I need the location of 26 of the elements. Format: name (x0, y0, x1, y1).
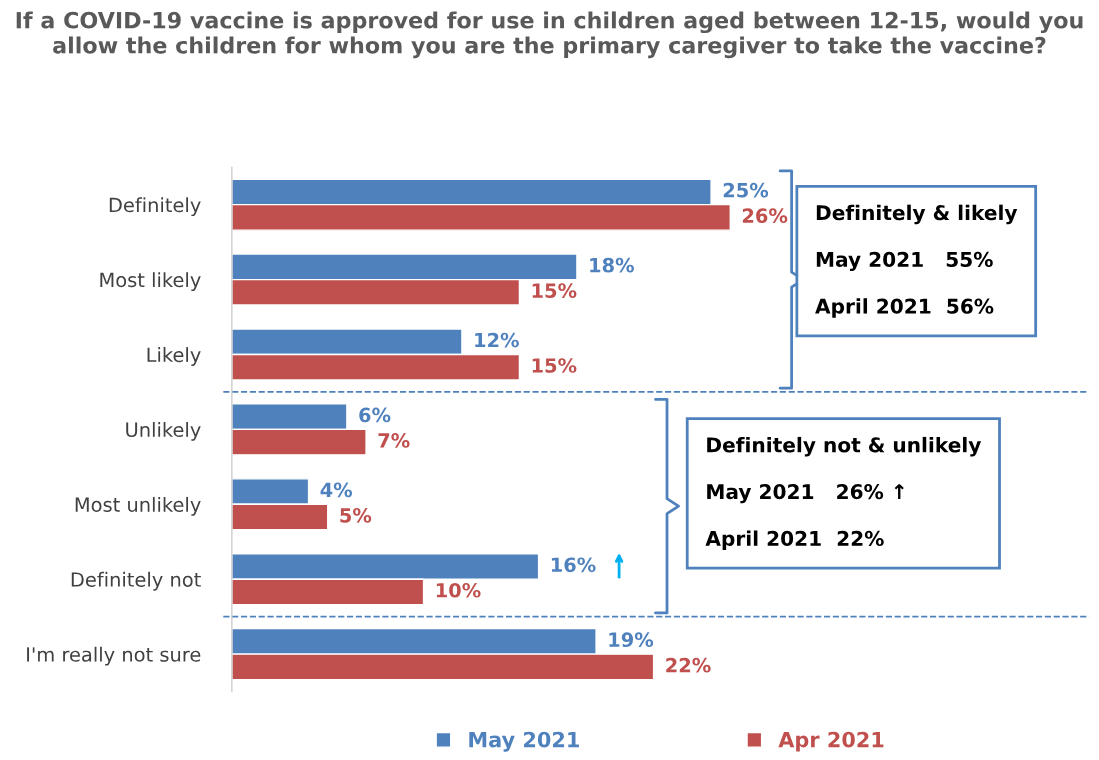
data-label: 26% (742, 208, 788, 224)
y-tick-label: Most likely (100, 272, 201, 291)
data-label: 6% (359, 407, 391, 423)
data-label: 18% (590, 257, 634, 273)
data-label: 5% (340, 507, 372, 523)
data-label: 12% (475, 332, 519, 348)
text: Definitely & likely May 2021 55% April 2021 56% (815, 204, 1018, 318)
legend-label: May 2021 (469, 731, 579, 752)
y-tick-label: Most unlikely (75, 496, 201, 516)
data-label: 22% (666, 657, 711, 673)
y-tick-label: Definitely (109, 197, 201, 217)
chart-title: If a COVID-19 vaccine is approved for use in children aged between 12-15, would you allow the children for whom you are the primary caregiver to take the vaccine? (16, 11, 1083, 59)
data-label: 19% (609, 632, 654, 648)
data-label: 25% (723, 182, 769, 198)
y-tick-label: Likely (147, 347, 201, 366)
data-label: 4% (320, 482, 353, 498)
legend-label: Apr 2021 (778, 731, 884, 752)
data-label: 7% (378, 433, 410, 448)
y-tick-label: Definitely not (71, 571, 201, 591)
y-tick-label: I'm really not sure (27, 646, 201, 666)
data-label: 15% (532, 283, 577, 298)
y-tick-label: Unlikely (126, 422, 201, 441)
data-label: 16% (551, 557, 596, 573)
data-label: 15% (532, 358, 577, 373)
data-label: 10% (436, 582, 481, 598)
text: Definitely not & unlikely May 2021 26% ↑ April 2021 22% (705, 436, 982, 550)
